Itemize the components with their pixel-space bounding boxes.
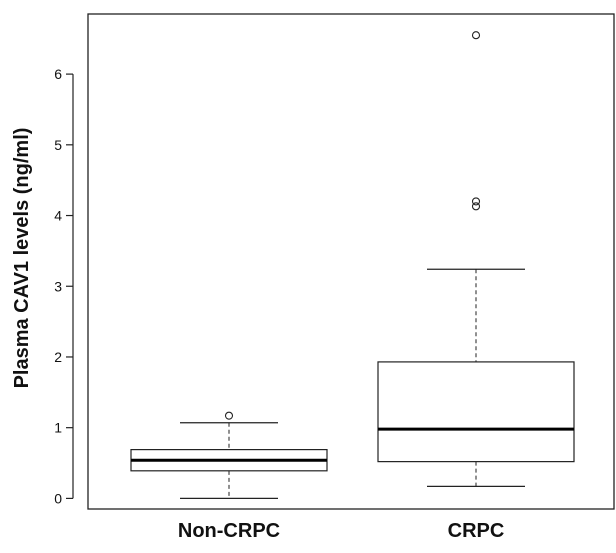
plot-frame — [87, 13, 615, 510]
y-tick-label: 1 — [54, 420, 62, 436]
box-group — [130, 411, 328, 499]
box-iqr — [377, 361, 575, 463]
boxes-layer — [130, 31, 575, 499]
y-tick-label: 5 — [54, 137, 62, 153]
outlier-point — [471, 31, 481, 40]
y-tick-label: 3 — [54, 278, 62, 294]
x-category-label: Non-CRPC — [178, 520, 280, 542]
outlier-point — [471, 197, 481, 206]
y-axis: 0 1 2 3 4 5 6 — [54, 66, 74, 506]
outlier-point — [224, 411, 234, 420]
outlier-point — [471, 202, 481, 211]
x-axis-labels: Non-CRPC CRPC — [178, 520, 504, 542]
y-tick-label: 2 — [54, 349, 62, 365]
y-tick-label: 0 — [54, 490, 62, 506]
y-tick-label: 6 — [54, 66, 62, 82]
y-axis-title: Plasma CAV1 levels (ng/ml) — [11, 128, 33, 389]
box-group — [377, 31, 575, 487]
x-category-label: CRPC — [448, 520, 505, 542]
y-tick-label: 4 — [54, 208, 62, 224]
